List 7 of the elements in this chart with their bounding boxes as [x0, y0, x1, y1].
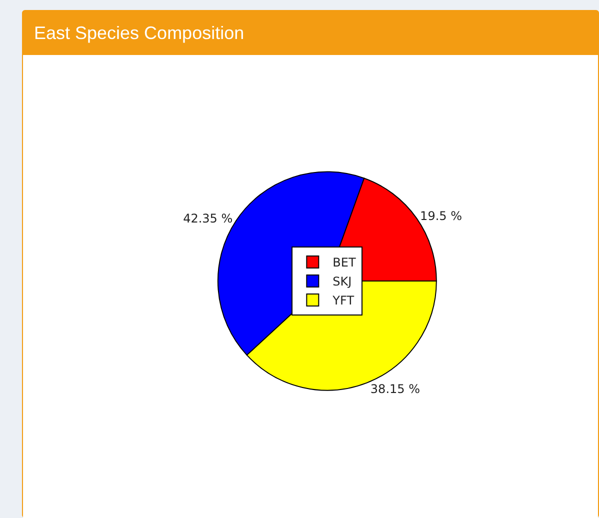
legend-label: SKJ	[332, 274, 352, 289]
legend-label: YFT	[332, 294, 355, 308]
data-label: 19.5 %	[420, 208, 462, 223]
data-label: 42.35 %	[183, 211, 233, 226]
legend-label: BET	[332, 256, 356, 270]
data-label: 38.15 %	[370, 382, 420, 396]
chart-title: East Species Composition	[23, 11, 598, 55]
